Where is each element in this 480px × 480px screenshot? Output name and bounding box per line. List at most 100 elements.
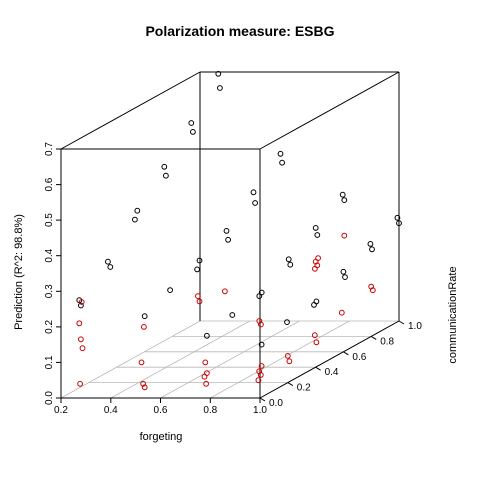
prediction-point [252, 200, 259, 206]
prediction-point [217, 85, 223, 91]
prediction-point [284, 319, 290, 326]
observed-point [78, 299, 85, 305]
prediction-point [341, 197, 348, 204]
z-tick-label: 0.5 [44, 213, 55, 227]
prediction-point [215, 70, 222, 77]
axis-ticks: 0.2 0.4 0.6 0.8 1.00.00.10.20.30.40.50.60.70… [44, 142, 422, 416]
observed-point [257, 372, 264, 378]
floor-grid-line [160, 320, 300, 399]
prediction-point [311, 302, 317, 308]
prediction-point [134, 207, 141, 214]
observed-point [341, 232, 348, 239]
prediction-point [367, 241, 374, 247]
prediction-point [277, 150, 284, 157]
observed-point [258, 363, 265, 369]
observed-point [338, 309, 345, 316]
prediction-point [394, 214, 401, 221]
y-tick-label: 0.4 [325, 367, 339, 378]
observed-point [77, 380, 83, 387]
x-tick-label: 0.8 [203, 405, 217, 416]
observed-point [79, 345, 86, 352]
plot-box [60, 71, 400, 399]
x-tick-label: 1.0 [253, 405, 267, 416]
box-edge [259, 320, 400, 399]
floor-grid-line [110, 320, 250, 399]
observed-point [258, 321, 264, 328]
y-tick-mark [398, 320, 405, 325]
observed-point [141, 384, 148, 391]
z-tick-label: 0.0 [44, 391, 55, 405]
z-tick-label: 0.1 [44, 355, 55, 369]
prediction-point [314, 232, 321, 238]
prediction-point [250, 189, 257, 196]
y-tick-label: 0.6 [352, 352, 366, 363]
z-tick-label: 0.2 [44, 320, 55, 334]
x-tick-label: 0.6 [154, 405, 168, 416]
y-tick-mark [315, 366, 321, 371]
observed-point [312, 265, 318, 272]
observed-point [201, 373, 208, 380]
prediction-point [167, 287, 174, 294]
z-axis-label: Prediction (R^2: 98.8%) [13, 214, 25, 330]
observed-point [311, 332, 318, 339]
prediction-point [78, 302, 84, 309]
prediction-point [285, 256, 292, 263]
box-edge [60, 71, 201, 150]
prediction-point [223, 228, 230, 234]
observed-point [255, 377, 262, 384]
prediction-point [287, 261, 294, 268]
floor-grid [60, 320, 400, 399]
y-tick-label: 0.2 [297, 383, 311, 394]
prediction-point [369, 246, 375, 253]
observed-point [141, 324, 147, 330]
prediction-point [279, 159, 286, 166]
observed-point [138, 359, 145, 366]
observed-point [76, 320, 83, 327]
observed-point [140, 380, 147, 387]
prediction-point [194, 266, 201, 273]
observed-point [202, 359, 209, 366]
chart-title: Polarization measure: ESBG [145, 23, 334, 39]
prediction-point [339, 191, 346, 198]
x-tick-label: 0.4 [104, 405, 118, 416]
prediction-point [105, 258, 111, 265]
prediction-point [188, 120, 195, 126]
prediction-point [229, 312, 236, 318]
observed-point [368, 283, 375, 290]
y-tick-mark [370, 335, 377, 340]
box-edge [259, 71, 400, 150]
z-tick-label: 0.3 [44, 284, 55, 298]
prediction-point [132, 216, 138, 223]
prediction-point [340, 268, 347, 275]
prediction-point [161, 163, 168, 170]
observed-point [222, 288, 228, 295]
floor-grid-line [210, 320, 350, 399]
observed-point [256, 368, 263, 375]
observed-point [312, 258, 319, 265]
observed-point [195, 293, 201, 300]
prediction-point [342, 274, 348, 281]
observed-point [369, 287, 376, 294]
prediction-point [141, 313, 148, 320]
y-tick-mark [287, 382, 294, 387]
y-tick-label: 0.8 [380, 336, 394, 347]
x-tick-label: 0.2 [54, 405, 68, 416]
data-points [76, 70, 402, 391]
prediction-point [312, 225, 319, 231]
prediction-point [196, 257, 203, 264]
prediction-point [163, 172, 169, 179]
observed-point [78, 336, 84, 343]
prediction-point [225, 236, 232, 243]
observed-point [256, 318, 263, 324]
prediction-point [107, 264, 114, 270]
prediction-point [204, 332, 210, 339]
y-tick-mark [343, 351, 349, 356]
x-axis-label: forgeting [140, 431, 183, 443]
prediction-point [258, 341, 265, 348]
observed-point [196, 298, 203, 305]
prediction-point [396, 220, 402, 227]
observed-point [284, 353, 291, 359]
observed-point [286, 358, 293, 365]
